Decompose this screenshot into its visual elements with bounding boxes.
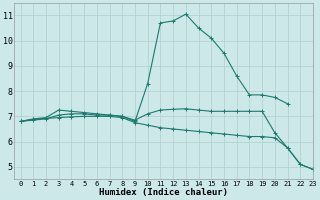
- X-axis label: Humidex (Indice chaleur): Humidex (Indice chaleur): [99, 188, 228, 197]
